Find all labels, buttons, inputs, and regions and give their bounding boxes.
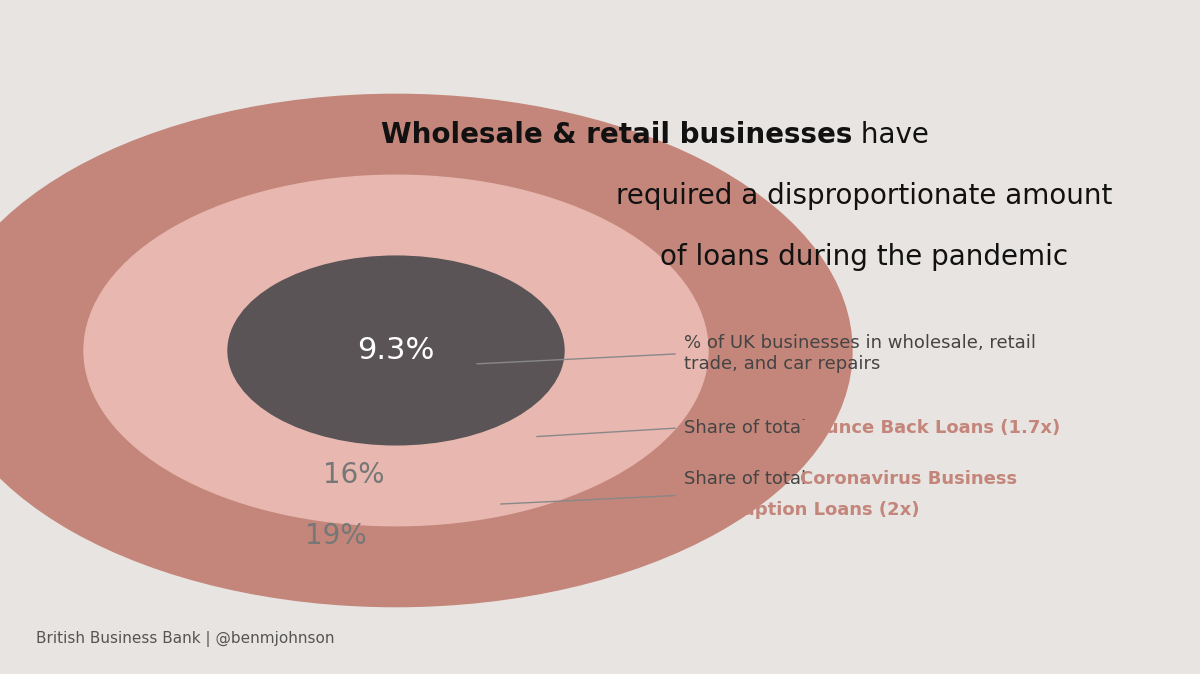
- Circle shape: [0, 94, 852, 607]
- Text: have: have: [852, 121, 929, 150]
- Text: British Business Bank | @benmjohnson: British Business Bank | @benmjohnson: [36, 631, 335, 647]
- Circle shape: [84, 175, 708, 526]
- Text: Share of total: Share of total: [684, 419, 812, 437]
- Circle shape: [228, 256, 564, 445]
- Text: required a disproportionate amount: required a disproportionate amount: [616, 182, 1112, 210]
- Text: Interruption Loans (2x): Interruption Loans (2x): [684, 501, 919, 519]
- Text: 16%: 16%: [323, 461, 385, 489]
- Text: of loans during the pandemic: of loans during the pandemic: [660, 243, 1068, 271]
- Text: 19%: 19%: [305, 522, 367, 550]
- Text: Share of total: Share of total: [684, 470, 812, 487]
- Text: Coronavirus Business: Coronavirus Business: [800, 470, 1018, 487]
- Text: 9.3%: 9.3%: [358, 336, 434, 365]
- Text: % of UK businesses in wholesale, retail
trade, and car repairs: % of UK businesses in wholesale, retail …: [684, 334, 1036, 373]
- Text: Bounce Back Loans (1.7x): Bounce Back Loans (1.7x): [800, 419, 1061, 437]
- Text: Wholesale & retail businesses: Wholesale & retail businesses: [380, 121, 852, 150]
